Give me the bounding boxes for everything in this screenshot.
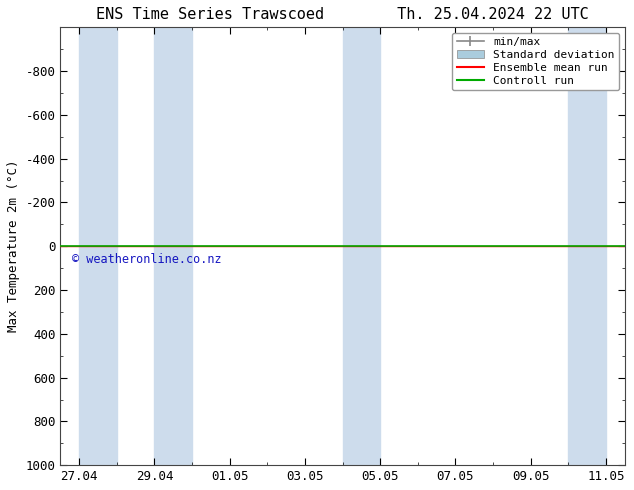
Bar [155, 27, 192, 465]
Text: © weatheronline.co.nz: © weatheronline.co.nz [72, 253, 221, 266]
Y-axis label: Max Temperature 2m (°C): Max Temperature 2m (°C) [7, 160, 20, 333]
Bar [79, 27, 117, 465]
Bar [568, 27, 606, 465]
Bar [342, 27, 380, 465]
Legend: min/max, Standard deviation, Ensemble mean run, Controll run: min/max, Standard deviation, Ensemble me… [452, 33, 619, 90]
Title: ENS Time Series Trawscoed        Th. 25.04.2024 22 UTC: ENS Time Series Trawscoed Th. 25.04.2024… [96, 7, 589, 22]
